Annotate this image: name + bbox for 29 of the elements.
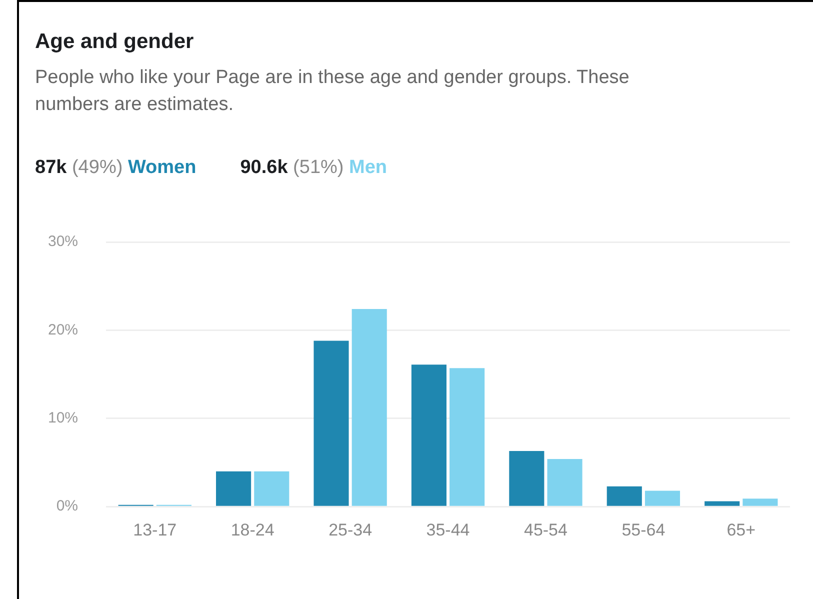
bar [216,471,252,506]
text: 90.6k (51%) [240,157,344,178]
bar [254,471,290,506]
x-tick-label: 35-44 [426,520,470,540]
bar [411,364,446,506]
bar [606,486,642,506]
x-tick-label: 65+ [726,520,756,540]
bar [704,501,740,506]
x-tick-label: 13-17 [133,520,177,540]
x-tick-label: 18-24 [230,520,274,540]
bar [314,340,349,506]
x-tick-label: 55-64 [622,520,666,540]
bar [509,451,544,506]
text: 87k (49%) [35,157,123,178]
y-tick-label: 10% [48,410,78,427]
text: Men [349,157,388,178]
x-tick-label: 45-54 [524,520,568,540]
y-tick-label: 30% [48,233,78,250]
bar [352,309,387,506]
y-tick-label: 20% [48,321,78,338]
y-tick-label: 0% [56,498,78,515]
bar [644,490,680,506]
bar [742,498,778,506]
chart-title: Age and gender [35,30,194,54]
bar [547,458,582,506]
chart-subtitle: People who like your Page are in these age and gender groups. These numbers are estimates. [35,66,630,117]
text: Women [128,157,196,178]
x-tick-label: 25-34 [328,520,372,540]
bar [450,368,485,506]
